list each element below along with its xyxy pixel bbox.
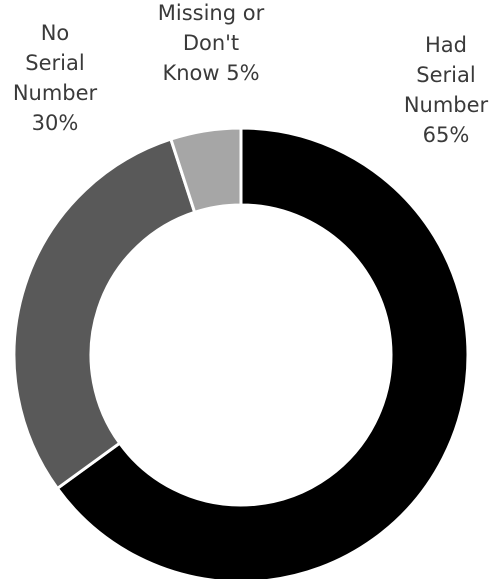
slice-no-serial-number: [12, 137, 197, 490]
slice-label-line: Missing or: [158, 1, 265, 25]
slice-label-line: Serial: [416, 63, 475, 87]
slice-label-line: 30%: [32, 111, 79, 135]
slice-label-2: No Serial Number 30%: [13, 21, 98, 135]
slice-labels: Had Serial Number 65% No Serial Number 30% Missi…: [13, 1, 489, 147]
slice-label-line: Serial: [25, 51, 84, 75]
slice-label-line: 65%: [423, 123, 470, 147]
slice-label-1: Had Serial Number 65%: [404, 33, 489, 147]
slice-label-line: Had: [425, 33, 467, 57]
slice-label-3: Missing or Don't Know 5%: [158, 1, 265, 85]
slice-label-line: Number: [404, 93, 489, 117]
slice-label-line: No: [41, 21, 70, 45]
slice-missing-or-don-t-know: [169, 126, 243, 214]
slice-label-line: Don't: [183, 31, 239, 55]
slice-label-line: Number: [13, 81, 98, 105]
slice-label-line: Know 5%: [162, 61, 259, 85]
donut-slices: [12, 126, 470, 579]
slice-had-serial-number: [55, 126, 470, 579]
